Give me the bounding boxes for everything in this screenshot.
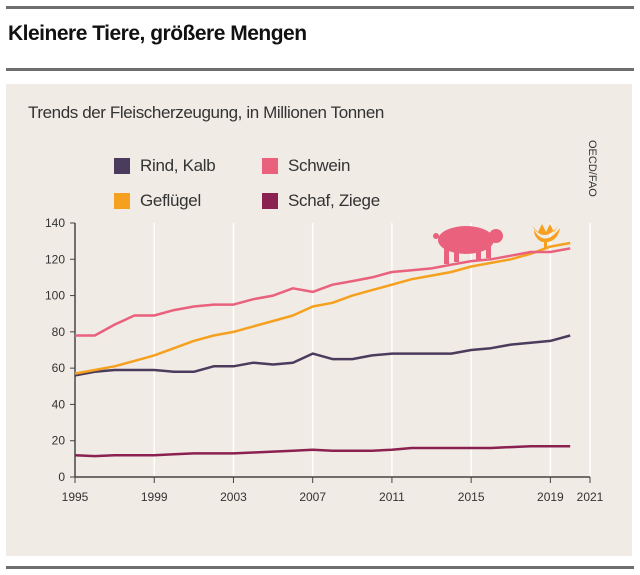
page-title: Kleinere Tiere, größere Mengen (8, 22, 307, 45)
x-tick-label: 1999 (141, 490, 168, 504)
x-tick-label: 2019 (537, 490, 564, 504)
y-tick-label: 40 (52, 397, 66, 411)
y-tick-label: 120 (45, 252, 65, 266)
legend-swatch (262, 158, 278, 174)
chicken-icon (532, 224, 560, 249)
bottom-rule (6, 566, 634, 569)
legend-label: Schaf, Ziege (288, 191, 380, 210)
legend-label: Rind, Kalb (140, 156, 216, 175)
pig-icon (433, 226, 503, 264)
y-tick-label: 60 (52, 361, 66, 375)
series-line-0 (74, 334, 571, 377)
legend-swatch (114, 193, 130, 209)
x-tick-label: 2003 (220, 490, 247, 504)
y-tick-label: 140 (45, 216, 65, 230)
x-tick-label: 2011 (379, 490, 405, 504)
chart-title: Trends der Fleischerzeugung, in Millione… (28, 103, 384, 122)
legend-label: Geflügel (140, 191, 201, 210)
x-tick-label: 2021 (577, 490, 604, 504)
legend-swatch (262, 193, 278, 209)
series-line-1 (75, 247, 571, 337)
legend-item-gefluegel: Geflügel (114, 191, 201, 211)
x-tick-label: 2007 (299, 490, 326, 504)
y-tick-label: 20 (52, 434, 66, 448)
x-tick-label: 1995 (62, 490, 89, 504)
x-tick-label: 2015 (458, 490, 485, 504)
title-rule (6, 68, 634, 71)
legend-swatch (114, 158, 130, 174)
top-rule (6, 6, 634, 9)
y-tick-label: 100 (45, 289, 65, 303)
legend-item-schwein: Schwein (262, 156, 350, 176)
legend-item-schaf: Schaf, Ziege (262, 191, 380, 211)
legend-label: Schwein (288, 156, 351, 175)
legend-item-rind: Rind, Kalb (114, 156, 216, 176)
series-line-2 (74, 241, 571, 375)
y-tick-label: 80 (52, 325, 66, 339)
series-line-3 (74, 444, 571, 458)
y-tick-label: 0 (58, 470, 65, 484)
